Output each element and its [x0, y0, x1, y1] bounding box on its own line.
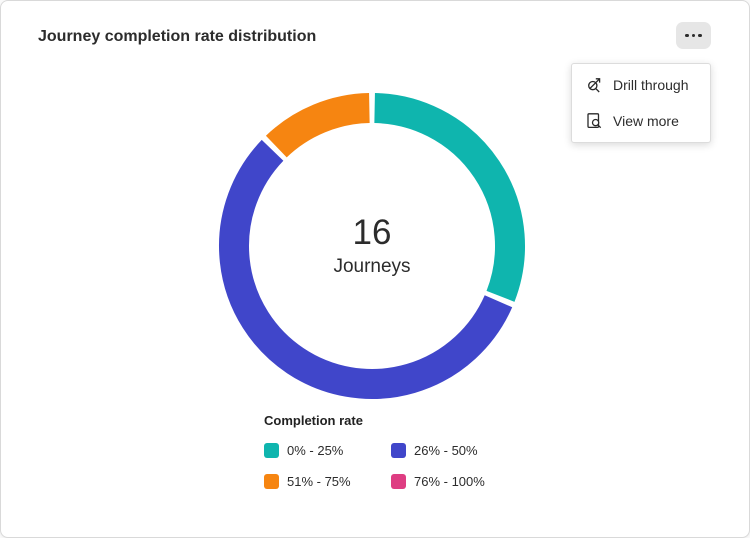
legend-swatch	[391, 474, 406, 489]
menu-item-drill-through[interactable]: Drill through	[572, 67, 710, 103]
donut-chart[interactable]	[217, 91, 527, 401]
legend: Completion rate 0% - 25% 26% - 50% 51% -…	[264, 413, 485, 489]
more-options-button[interactable]	[676, 22, 711, 49]
legend-label: 0% - 25%	[287, 443, 344, 458]
legend-label: 51% - 75%	[287, 474, 351, 489]
menu-item-label: Drill through	[613, 77, 689, 93]
legend-item: 26% - 50%	[391, 443, 485, 458]
legend-title: Completion rate	[264, 413, 363, 428]
legend-label: 76% - 100%	[414, 474, 485, 489]
menu-item-view-more[interactable]: View more	[572, 103, 710, 139]
donut-segment-51% - 75%	[265, 93, 371, 158]
view-more-icon	[587, 113, 602, 129]
legend-item: 0% - 25%	[264, 443, 391, 458]
context-menu: Drill through View more	[571, 63, 711, 143]
legend-item: 76% - 100%	[391, 474, 485, 489]
legend-item: 51% - 75%	[264, 474, 391, 489]
drill-through-icon	[588, 78, 601, 93]
card-title: Journey completion rate distribution	[38, 28, 317, 45]
ellipsis-icon	[685, 33, 702, 38]
donut-chart-container: 16 Journeys	[217, 91, 527, 401]
menu-item-label: View more	[613, 113, 679, 129]
legend-swatch	[264, 443, 279, 458]
legend-grid: 0% - 25% 26% - 50% 51% - 75% 76% - 100%	[264, 443, 485, 489]
donut-segment-0% - 25%	[374, 93, 525, 302]
legend-swatch	[264, 474, 279, 489]
legend-swatch	[391, 443, 406, 458]
legend-label: 26% - 50%	[414, 443, 478, 458]
donut-segment-26% - 50%	[219, 139, 513, 399]
